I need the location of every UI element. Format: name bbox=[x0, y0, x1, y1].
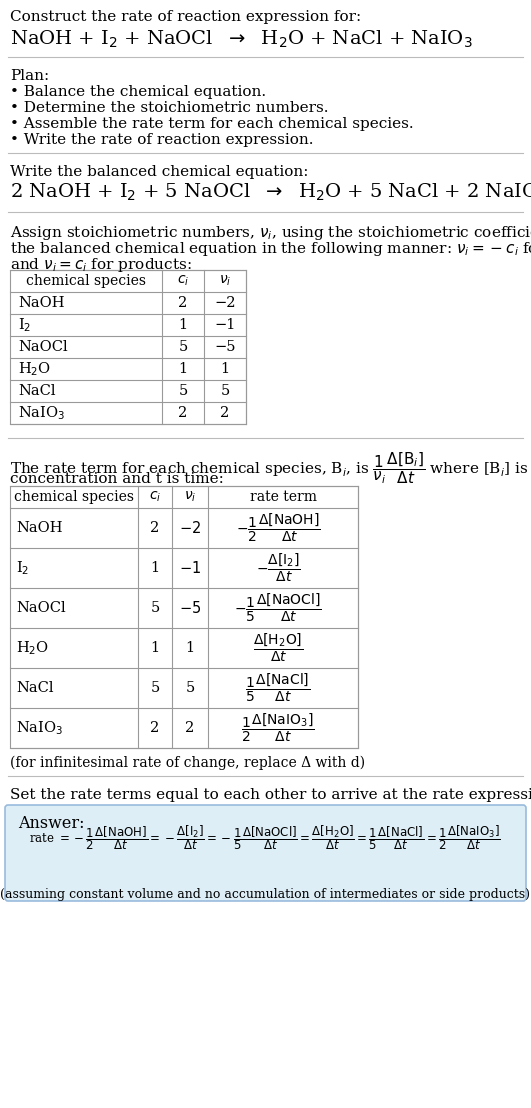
Text: 1: 1 bbox=[150, 561, 159, 575]
Text: $\nu_i$: $\nu_i$ bbox=[184, 490, 196, 504]
Text: 2 NaOH + I$_2$ + 5 NaOCl  $\rightarrow$  H$_2$O + 5 NaCl + 2 NaIO$_3$: 2 NaOH + I$_2$ + 5 NaOCl $\rightarrow$ H… bbox=[10, 182, 531, 203]
Text: concentration and t is time:: concentration and t is time: bbox=[10, 472, 224, 486]
Text: NaIO$_3$: NaIO$_3$ bbox=[16, 719, 63, 737]
Text: I$_2$: I$_2$ bbox=[18, 316, 31, 334]
Text: 5: 5 bbox=[178, 340, 187, 353]
Bar bbox=[10, 270, 246, 424]
Text: NaOH: NaOH bbox=[16, 521, 63, 535]
Text: 2: 2 bbox=[220, 406, 229, 420]
Text: Assign stoichiometric numbers, $\nu_i$, using the stoichiometric coefficients, $: Assign stoichiometric numbers, $\nu_i$, … bbox=[10, 224, 531, 242]
Text: $c_i$: $c_i$ bbox=[149, 490, 161, 504]
Text: Write the balanced chemical equation:: Write the balanced chemical equation: bbox=[10, 165, 309, 179]
Text: 5: 5 bbox=[185, 681, 195, 695]
Text: chemical species: chemical species bbox=[26, 274, 146, 288]
Text: 1: 1 bbox=[220, 362, 229, 376]
Text: • Write the rate of reaction expression.: • Write the rate of reaction expression. bbox=[10, 133, 313, 147]
Text: • Balance the chemical equation.: • Balance the chemical equation. bbox=[10, 85, 266, 99]
Text: NaIO$_3$: NaIO$_3$ bbox=[18, 404, 65, 422]
Text: 2: 2 bbox=[185, 721, 195, 735]
Text: −1: −1 bbox=[215, 318, 236, 332]
Text: rate term: rate term bbox=[250, 490, 316, 504]
Text: $\nu_i$: $\nu_i$ bbox=[219, 274, 231, 288]
Text: NaCl: NaCl bbox=[18, 384, 56, 398]
Text: −2: −2 bbox=[214, 296, 236, 310]
Text: H$_2$O: H$_2$O bbox=[18, 360, 51, 378]
Text: Plan:: Plan: bbox=[10, 69, 49, 83]
Text: 2: 2 bbox=[150, 721, 160, 735]
Text: $\dfrac{1}{5}\dfrac{\Delta[\mathrm{NaCl}]}{\Delta t}$: $\dfrac{1}{5}\dfrac{\Delta[\mathrm{NaCl}… bbox=[245, 671, 311, 705]
Text: NaOH: NaOH bbox=[18, 296, 64, 310]
Text: NaOCl: NaOCl bbox=[18, 340, 67, 353]
Text: H$_2$O: H$_2$O bbox=[16, 639, 49, 657]
Text: $-\dfrac{1}{5}\dfrac{\Delta[\mathrm{NaOCl}]}{\Delta t}$: $-\dfrac{1}{5}\dfrac{\Delta[\mathrm{NaOC… bbox=[234, 592, 322, 624]
Text: $-5$: $-5$ bbox=[179, 601, 201, 616]
Text: $\dfrac{1}{2}\dfrac{\Delta[\mathrm{NaIO_3}]}{\Delta t}$: $\dfrac{1}{2}\dfrac{\Delta[\mathrm{NaIO_… bbox=[241, 711, 315, 745]
Text: 1: 1 bbox=[178, 362, 187, 376]
Text: NaOCl: NaOCl bbox=[16, 601, 66, 615]
Text: Answer:: Answer: bbox=[18, 815, 84, 832]
Text: I$_2$: I$_2$ bbox=[16, 560, 29, 577]
Text: $-\dfrac{1}{2}\dfrac{\Delta[\mathrm{NaOH}]}{\Delta t}$: $-\dfrac{1}{2}\dfrac{\Delta[\mathrm{NaOH… bbox=[236, 512, 320, 544]
Text: • Assemble the rate term for each chemical species.: • Assemble the rate term for each chemic… bbox=[10, 117, 414, 131]
Text: 5: 5 bbox=[178, 384, 187, 398]
Text: NaCl: NaCl bbox=[16, 681, 54, 695]
Text: $\dfrac{\Delta[\mathrm{H_2O}]}{\Delta t}$: $\dfrac{\Delta[\mathrm{H_2O}]}{\Delta t}… bbox=[253, 632, 303, 664]
Text: 5: 5 bbox=[150, 601, 160, 615]
Bar bbox=[10, 486, 358, 748]
Text: $c_i$: $c_i$ bbox=[177, 274, 189, 288]
Text: 1: 1 bbox=[150, 642, 159, 655]
Text: 2: 2 bbox=[178, 406, 187, 420]
Text: 5: 5 bbox=[150, 681, 160, 695]
Text: −5: −5 bbox=[214, 340, 236, 353]
Text: the balanced chemical equation in the following manner: $\nu_i = -c_i$ for react: the balanced chemical equation in the fo… bbox=[10, 240, 531, 258]
Text: 2: 2 bbox=[178, 296, 187, 310]
Text: 2: 2 bbox=[150, 521, 160, 535]
Text: 5: 5 bbox=[220, 384, 229, 398]
FancyBboxPatch shape bbox=[5, 806, 526, 901]
Text: NaOH + I$_2$ + NaOCl  $\rightarrow$  H$_2$O + NaCl + NaIO$_3$: NaOH + I$_2$ + NaOCl $\rightarrow$ H$_2$… bbox=[10, 29, 473, 50]
Text: The rate term for each chemical species, B$_i$, is $\dfrac{1}{\nu_i}\dfrac{\Delt: The rate term for each chemical species,… bbox=[10, 450, 531, 485]
Text: 1: 1 bbox=[178, 318, 187, 332]
Text: (assuming constant volume and no accumulation of intermediates or side products): (assuming constant volume and no accumul… bbox=[0, 888, 530, 901]
Text: $-2$: $-2$ bbox=[179, 520, 201, 536]
Text: and $\nu_i = c_i$ for products:: and $\nu_i = c_i$ for products: bbox=[10, 256, 192, 274]
Text: chemical species: chemical species bbox=[14, 490, 134, 504]
Text: $-1$: $-1$ bbox=[179, 560, 201, 576]
Text: rate $= -\dfrac{1}{2}\dfrac{\Delta[\mathrm{NaOH}]}{\Delta t} = -\dfrac{\Delta[\m: rate $= -\dfrac{1}{2}\dfrac{\Delta[\math… bbox=[29, 823, 501, 852]
Text: Construct the rate of reaction expression for:: Construct the rate of reaction expressio… bbox=[10, 10, 361, 24]
Text: (for infinitesimal rate of change, replace Δ with d): (for infinitesimal rate of change, repla… bbox=[10, 756, 365, 770]
Text: Set the rate terms equal to each other to arrive at the rate expression:: Set the rate terms equal to each other t… bbox=[10, 788, 531, 802]
Text: • Determine the stoichiometric numbers.: • Determine the stoichiometric numbers. bbox=[10, 101, 329, 115]
Text: 1: 1 bbox=[185, 642, 194, 655]
Text: $-\dfrac{\Delta[\mathrm{I_2}]}{\Delta t}$: $-\dfrac{\Delta[\mathrm{I_2}]}{\Delta t}… bbox=[255, 552, 301, 584]
